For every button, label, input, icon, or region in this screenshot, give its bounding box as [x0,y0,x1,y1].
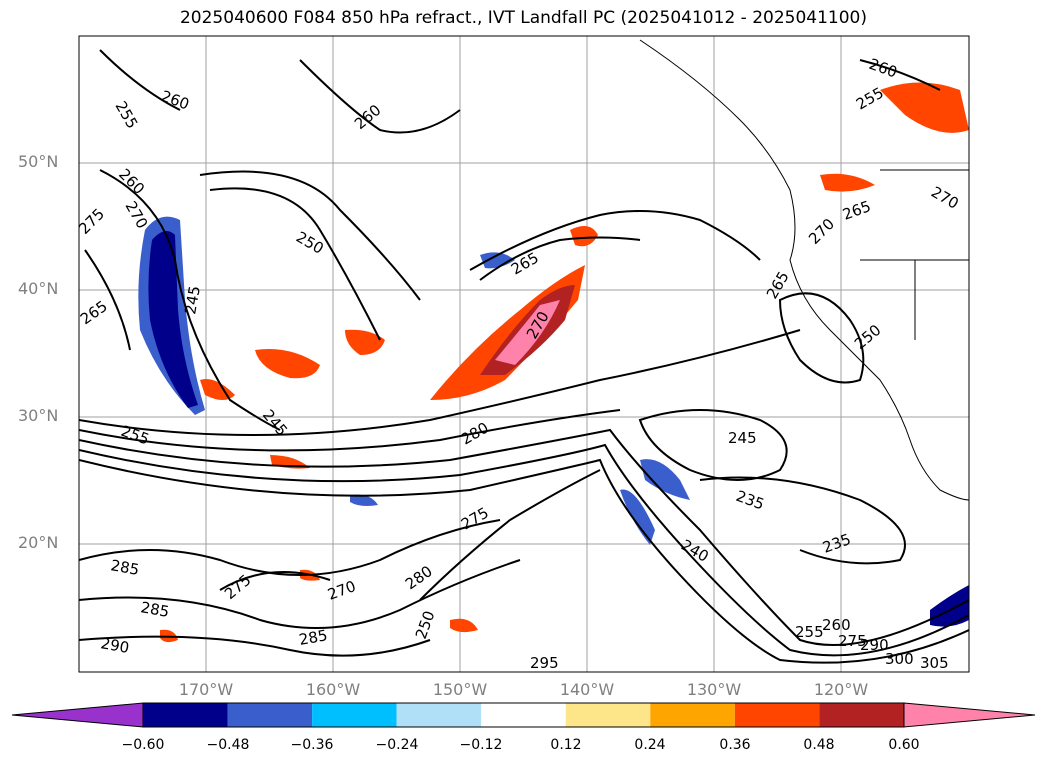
contour-value-label: 245 [181,284,204,315]
colorbar-extension-low [11,702,144,728]
lon-label: 160°W [305,680,361,699]
contour-value-label: 260 [822,616,851,634]
colorbar-tick-label: 0.48 [803,737,835,753]
contour-value-label: 255 [795,623,824,641]
lat-label: 30°N [18,406,59,425]
colorbar-segment [565,703,651,727]
colorbar-tick-label: 0.12 [550,737,582,753]
colorbar-tick-label: −0.24 [375,737,419,753]
colorbar-tick-label: 0.36 [719,737,751,753]
plot-frame [78,35,970,673]
lon-label: 140°W [559,680,615,699]
contour-value-label: 285 [139,598,170,621]
colorbar-segment [227,703,313,727]
colorbar-segment [143,703,228,727]
contour-value-label: 300 [885,650,914,668]
colorbar-extension-high [903,702,1036,728]
colorbar-tick-label: −0.48 [206,737,250,753]
colorbar-tick-label: −0.36 [290,737,334,753]
colorbar-segment [481,703,566,727]
colorbar-tick-label: 0.60 [888,737,920,753]
gridlines [79,36,969,672]
colorbar-tick-label: −0.60 [121,737,165,753]
colorbar-frame [142,702,905,728]
colorbar-tick-label: −0.12 [459,737,503,753]
contour-value-label: 285 [109,556,140,579]
contour-value-label: 290 [860,636,889,654]
contour-lines [79,49,969,664]
coastlines [639,39,969,501]
lat-label: 40°N [18,279,59,298]
shading-patches [138,82,969,643]
contour-value-label: 305 [920,654,949,672]
colorbar-segment [312,703,397,727]
map-title: 2025040600 F084 850 hPa refract., IVT La… [179,8,867,28]
contour-value-label: 275 [838,632,867,650]
colorbar-segment [650,703,735,727]
colorbar-segment [819,703,904,727]
lat-label: 50°N [18,152,59,171]
contour-value-label: 290 [99,634,130,657]
lon-label: 170°W [178,680,234,699]
contour-value-label: 295 [530,654,559,672]
lon-label: 150°W [432,680,488,699]
contour-value-label: 245 [728,429,757,447]
lat-label: 20°N [18,533,59,552]
lon-label: 120°W [813,680,869,699]
colorbar-segment [734,703,820,727]
lon-label: 130°W [686,680,742,699]
colorbar-segment [396,703,482,727]
colorbar-tick-label: 0.24 [634,737,666,753]
contour-value-label: 285 [298,626,329,649]
